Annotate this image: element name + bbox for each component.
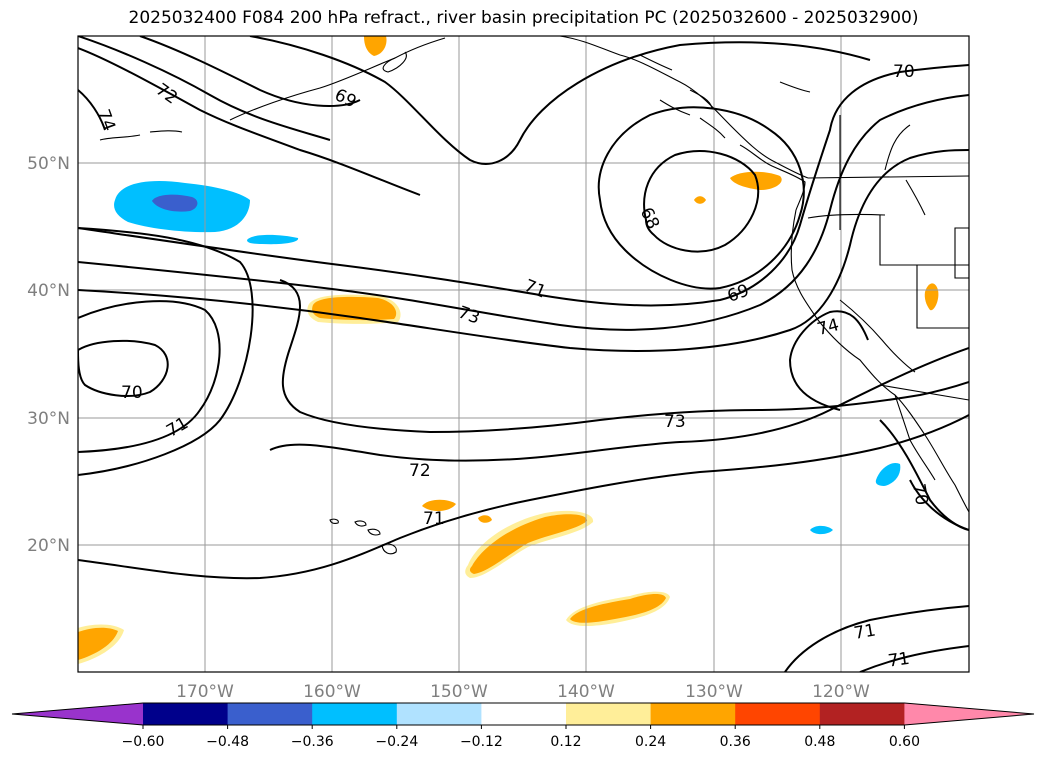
colorbar-tick-label: 0.24	[635, 734, 666, 750]
colorbar-tick-label: −0.36	[291, 734, 334, 750]
contour-label: 71	[852, 620, 877, 643]
map-area: 74 72 69 70 68 71 69 73 74 70 71 73 72 7…	[78, 36, 969, 672]
colorbar-tick-label: −0.12	[460, 734, 503, 750]
colorbar-tick-label: 0.12	[550, 734, 581, 750]
refractivity-contours	[78, 36, 969, 672]
contour-label: 71	[887, 649, 911, 672]
positive-anomaly-region	[478, 515, 492, 523]
colorbar-swatch	[819, 703, 905, 725]
colorbar-tick-label: −0.48	[206, 734, 249, 750]
lon-label: 130°W	[685, 682, 743, 702]
lat-label: 20°N	[27, 536, 70, 556]
positive-anomaly-region	[469, 514, 588, 574]
longitude-labels: 170°W 160°W 150°W 140°W 130°W 120°W	[176, 682, 870, 702]
coastlines	[99, 36, 969, 555]
positive-anomaly-region	[422, 499, 456, 512]
lon-label: 160°W	[303, 682, 361, 702]
colorbar-swatch	[312, 703, 398, 725]
lat-label: 40°N	[27, 281, 70, 301]
lat-label: 50°N	[27, 154, 70, 174]
negative-anomaly-region	[875, 462, 901, 486]
positive-anomaly-region	[570, 593, 666, 623]
colorbar-extend-high	[904, 703, 1034, 725]
lon-label: 120°W	[812, 682, 870, 702]
negative-anomaly-region	[247, 234, 299, 245]
contour-label: 73	[664, 412, 686, 432]
colorbar-tick-label: −0.60	[122, 734, 165, 750]
map-background	[78, 36, 969, 672]
positive-anomaly-region	[694, 196, 706, 204]
contour-label: 71	[423, 509, 445, 529]
map-title: 2025032400 F084 200 hPa refract., river …	[128, 8, 919, 28]
precipitation-shading	[78, 36, 939, 664]
colorbar-swatch	[143, 703, 229, 725]
contour-label: 70	[893, 62, 915, 82]
contour-label: 70	[908, 482, 931, 507]
colorbar-swatch	[650, 703, 736, 725]
lon-label: 140°W	[557, 682, 615, 702]
positive-anomaly-region	[730, 171, 782, 190]
contour-label: 70	[121, 383, 143, 403]
colorbar-swatch	[735, 703, 821, 725]
positive-anomaly-region	[78, 627, 118, 660]
negative-anomaly-region	[810, 525, 833, 535]
negative-anomaly-core	[152, 194, 198, 212]
colorbar-tick-label: 0.60	[889, 734, 920, 750]
colorbar-swatch	[566, 703, 652, 725]
colorbar-swatch	[481, 703, 567, 725]
lon-label: 150°W	[430, 682, 488, 702]
colorbar-tick-label: 0.48	[804, 734, 835, 750]
colorbar-tick-label: 0.36	[720, 734, 751, 750]
positive-anomaly-region	[364, 36, 387, 56]
lat-label: 30°N	[27, 409, 70, 429]
latitude-labels: 50°N 40°N 30°N 20°N	[27, 154, 70, 556]
map-border	[77, 35, 970, 673]
colorbar-swatch	[396, 703, 482, 725]
colorbar-tick-label: −0.24	[375, 734, 418, 750]
colorbar-extend-low	[12, 703, 143, 725]
colorbar-swatch	[227, 703, 313, 725]
colorbar: −0.60 −0.48 −0.36 −0.24 −0.12 0.12 0.24 0.36 0.4…	[11, 702, 1035, 750]
contour-label: 72	[409, 461, 431, 481]
lon-label: 170°W	[176, 682, 234, 702]
gridlines	[78, 36, 969, 672]
